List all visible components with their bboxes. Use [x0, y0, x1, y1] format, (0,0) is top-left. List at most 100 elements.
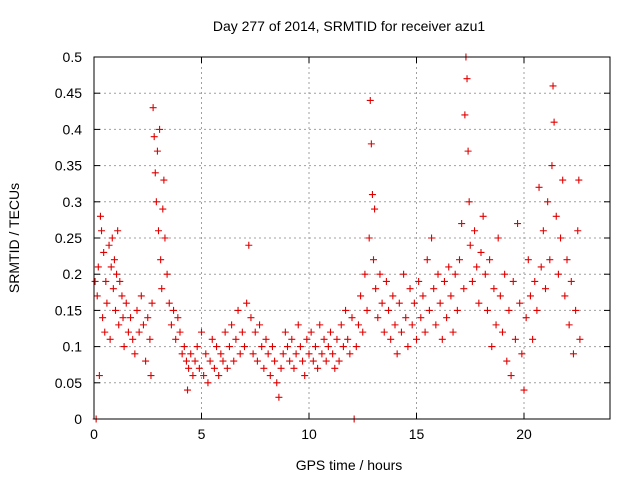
data-point — [253, 357, 261, 365]
data-point — [221, 328, 229, 336]
data-point — [565, 321, 573, 329]
data-point — [537, 263, 545, 271]
data-point — [102, 277, 110, 285]
data-point — [258, 343, 266, 351]
data-point — [357, 292, 365, 300]
data-point — [359, 328, 367, 336]
data-point — [559, 176, 567, 184]
data-point — [352, 343, 360, 351]
x-tick-label: 10 — [301, 426, 317, 442]
data-point — [288, 335, 296, 343]
data-point — [486, 256, 494, 264]
data-point — [378, 299, 386, 307]
data-point — [135, 328, 143, 336]
data-point — [483, 306, 491, 314]
data-point — [232, 335, 240, 343]
data-point — [461, 111, 469, 119]
data-point — [531, 277, 539, 285]
data-point — [100, 248, 108, 256]
data-point — [451, 270, 459, 278]
data-point — [436, 299, 444, 307]
data-point — [507, 372, 515, 380]
data-point — [103, 299, 111, 307]
data-point — [574, 227, 582, 235]
data-point — [262, 335, 270, 343]
data-point — [374, 314, 382, 322]
data-point — [496, 292, 504, 300]
x-tick-labels: 0 5 10 15 20 — [90, 426, 532, 442]
data-point — [443, 314, 451, 322]
data-point — [307, 328, 315, 336]
data-point — [458, 220, 466, 228]
data-point — [157, 256, 165, 264]
data-point — [522, 314, 530, 322]
data-point — [494, 234, 502, 242]
data-point — [348, 314, 356, 322]
data-point — [475, 299, 483, 307]
data-point — [245, 241, 253, 249]
data-point — [114, 227, 122, 235]
data-point — [363, 306, 371, 314]
data-point — [112, 306, 119, 314]
data-point — [299, 357, 307, 365]
data-point — [236, 350, 244, 358]
data-point — [139, 321, 147, 329]
data-point — [219, 357, 227, 365]
data-point — [133, 306, 141, 314]
data-point — [406, 285, 414, 293]
x-tick-label: 20 — [516, 426, 532, 442]
data-point — [453, 306, 461, 314]
data-point — [284, 343, 291, 351]
data-point — [561, 292, 569, 300]
data-point — [153, 147, 161, 155]
data-point — [243, 299, 251, 307]
data-point — [415, 277, 423, 285]
data-point — [425, 306, 433, 314]
data-point — [107, 263, 115, 271]
data-point — [281, 328, 289, 336]
data-point — [223, 364, 231, 372]
data-point — [324, 343, 332, 351]
data-point — [294, 321, 302, 329]
data-point — [163, 270, 171, 278]
data-point — [180, 343, 188, 351]
data-point — [465, 198, 473, 206]
data-point — [423, 256, 431, 264]
y-tick-label: 0.15 — [55, 302, 82, 318]
y-tick-label: 0.05 — [55, 375, 82, 391]
data-point — [273, 379, 281, 387]
y-tick-label: 0 — [74, 411, 82, 427]
data-point — [449, 328, 457, 336]
data-point — [354, 321, 362, 329]
data-point — [108, 234, 116, 242]
data-point — [492, 321, 500, 329]
data-point — [342, 306, 350, 314]
data-point — [301, 372, 309, 380]
data-point — [447, 292, 455, 300]
data-point — [118, 292, 126, 300]
data-point — [137, 292, 145, 300]
data-point — [572, 306, 580, 314]
data-point — [213, 343, 221, 351]
data-point — [215, 372, 223, 380]
data-point — [195, 364, 203, 372]
data-point — [329, 350, 337, 358]
data-point — [542, 285, 549, 293]
y-tick-label: 0.2 — [63, 266, 83, 282]
data-point — [225, 343, 233, 351]
data-point — [144, 314, 152, 322]
data-point — [404, 343, 412, 351]
data-point — [106, 335, 114, 343]
data-point — [200, 372, 208, 380]
data-point — [509, 277, 517, 285]
data-point — [477, 248, 485, 256]
data-point — [557, 234, 565, 242]
data-point — [539, 227, 547, 235]
data-point — [268, 343, 276, 351]
data-point — [421, 328, 429, 336]
data-point — [230, 357, 238, 365]
data-point — [463, 75, 471, 83]
data-point — [94, 263, 102, 271]
data-point — [380, 328, 388, 336]
